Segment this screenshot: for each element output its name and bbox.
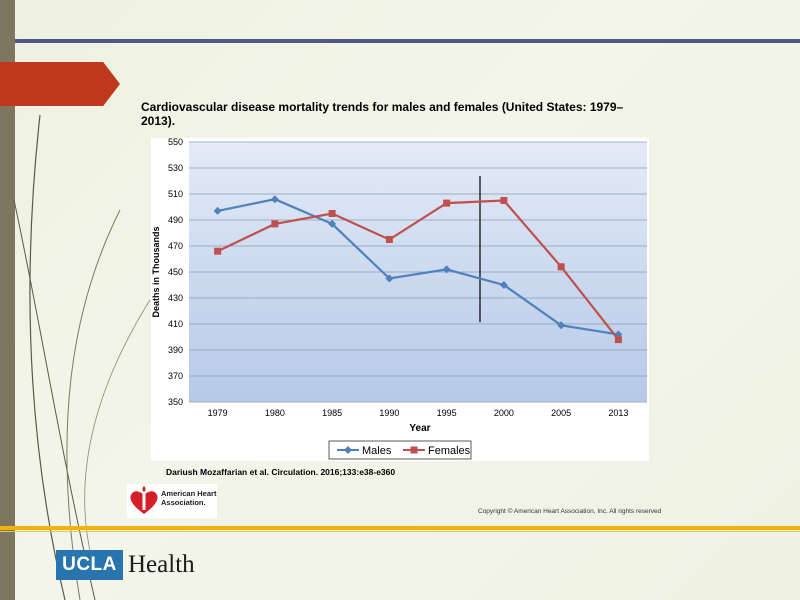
x-tick-label: 1985 (322, 408, 342, 418)
legend: Males Females (328, 440, 472, 460)
gold-rule-thin (0, 531, 800, 532)
data-point-males (385, 274, 394, 283)
legend-box (328, 440, 472, 460)
y-tick-label: 350 (168, 397, 183, 407)
y-tick-label: 390 (168, 345, 183, 355)
citation: Dariush Mozaffarian et al. Circulation. … (166, 467, 396, 477)
x-tick-label: 1979 (208, 408, 228, 418)
y-tick-label: 370 (168, 371, 183, 381)
y-tick-label: 510 (168, 189, 183, 199)
gridlines (189, 141, 647, 403)
data-point-males (557, 321, 566, 330)
legend-marker-males (344, 446, 352, 454)
y-tick-label: 450 (168, 267, 183, 277)
data-point-females (214, 247, 222, 255)
series-line-females (217, 199, 620, 341)
data-point-males (442, 265, 451, 274)
legend-label-males: Males (362, 445, 392, 457)
data-point-females (443, 199, 451, 207)
x-tick-label: 1980 (265, 408, 285, 418)
x-tick-label: 2013 (608, 408, 628, 418)
ucla-logo: UCLA (56, 550, 123, 580)
y-axis-label: Deaths in Thousands (151, 226, 161, 317)
data-point-females (614, 336, 622, 344)
copyright-notice: Copyright © American Heart Association, … (478, 508, 662, 515)
legend-marker-females (410, 446, 418, 454)
x-axis-label: Year (409, 423, 430, 434)
aha-logo (127, 484, 217, 518)
y-tick-label: 430 (168, 293, 183, 303)
y-tick-label: 550 (168, 138, 183, 147)
chart-container: 350 370 390 410 430 450 470 490 510 530 550 1979 19… (151, 137, 649, 461)
top-rule (15, 39, 800, 43)
data-point-males (328, 219, 337, 228)
data-point-females (328, 210, 336, 217)
gold-rule (0, 526, 800, 530)
heart-torch-icon (130, 486, 158, 514)
y-tick-labels: 350 370 390 410 430 450 470 490 510 530 550 (168, 137, 183, 407)
slide-title: Cardiovascular disease mortality trends … (141, 100, 624, 128)
x-tick-label: 1995 (437, 408, 457, 418)
y-tick-label: 530 (168, 163, 183, 173)
y-tick-label: 410 (168, 319, 183, 329)
data-point-males (213, 206, 222, 215)
series-layer (213, 195, 623, 344)
left-strip (0, 0, 15, 600)
data-point-males (270, 195, 279, 204)
data-point-males (499, 281, 508, 289)
data-point-females (557, 263, 565, 271)
legend-label-females: Females (428, 445, 471, 457)
red-tab-decoration (0, 62, 120, 106)
data-point-females (385, 236, 393, 243)
y-tick-label: 490 (168, 215, 183, 225)
x-tick-label: 2000 (494, 408, 514, 418)
x-tick-labels: 1979 1980 1985 1990 1995 2000 2005 2013 (208, 408, 629, 418)
aha-logo-text: American Heart Association. (161, 489, 217, 507)
series-line-males (217, 198, 619, 336)
data-point-females (271, 220, 279, 228)
health-logo-text: Health (128, 551, 195, 578)
x-tick-label: 1990 (379, 408, 399, 418)
x-tick-label: 2005 (551, 408, 571, 418)
y-tick-label: 470 (168, 241, 183, 251)
data-point-females (500, 197, 508, 204)
